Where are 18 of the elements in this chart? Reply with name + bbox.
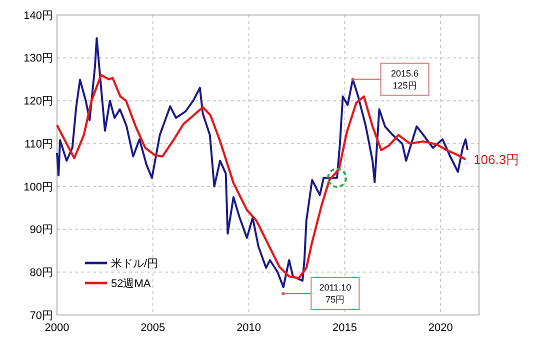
x-tick-label: 2000 (44, 322, 70, 334)
annotation: 2011.10 75円 (319, 282, 352, 305)
annotation: 2015.6 125円 (391, 68, 419, 90)
x-tick-label: 2015 (332, 322, 357, 334)
y-tick-label: 100円 (24, 181, 53, 194)
y-tick-label: 120円 (24, 96, 53, 108)
legend-label: 52週MA (111, 278, 152, 290)
y-tick-label: 140円 (24, 10, 53, 22)
x-tick-label: 2010 (236, 322, 262, 334)
legend-label: 米ドル/円 (111, 256, 158, 270)
annotation: 106.3円 (474, 152, 520, 167)
y-tick-label: 130円 (24, 52, 53, 65)
y-tick-label: 110円 (24, 138, 53, 150)
y-tick-label: 80円 (30, 266, 53, 279)
x-tick-label: 2020 (428, 322, 453, 334)
y-tick-label: 70円 (30, 310, 53, 322)
x-tick-label: 2005 (140, 322, 166, 334)
y-tick-label: 90円 (30, 224, 53, 236)
